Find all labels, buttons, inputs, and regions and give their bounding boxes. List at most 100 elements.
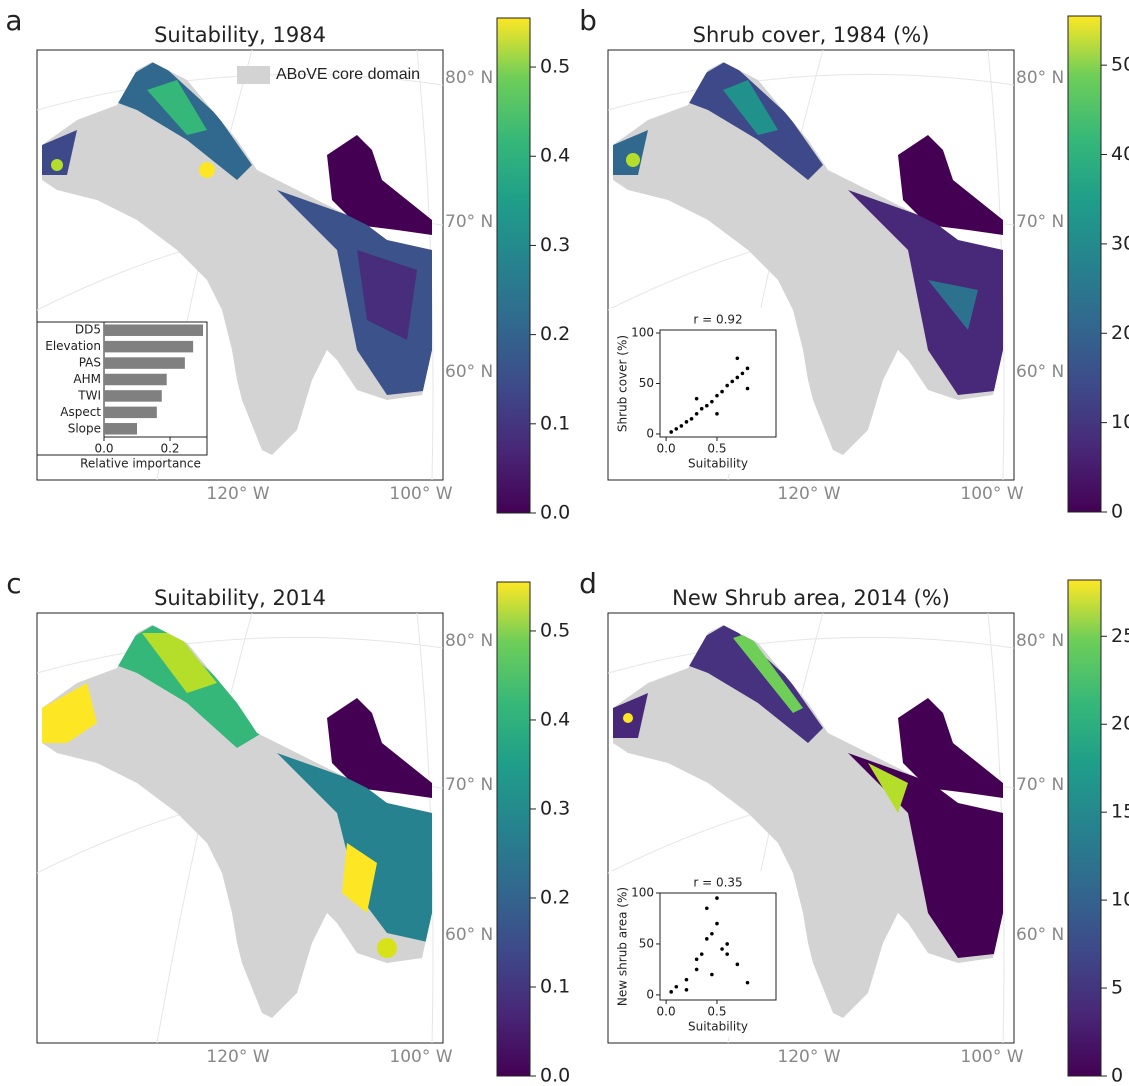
x-tick-label: 0.2 [160, 442, 179, 456]
panel-letter: b [579, 4, 597, 37]
bar [104, 340, 194, 353]
scatter-point [745, 366, 750, 371]
colorbar-tick-label: 0.0 [540, 1065, 570, 1086]
scatter-point [705, 403, 709, 408]
colorbar-tick-label: 0.1 [540, 975, 570, 997]
colorbar-tick-label: 0.3 [540, 234, 570, 256]
inset-title: r = 0.35 [693, 876, 742, 890]
longitude-label: 120° W [777, 1047, 840, 1067]
scatter-point [669, 990, 673, 994]
colorbar-tick-label: 0.1 [540, 412, 570, 434]
latitude-label: 80° N [1016, 631, 1064, 651]
x-tick-label: 0.5 [707, 442, 726, 456]
scatter-point [684, 977, 689, 982]
latitude-label: 60° N [445, 925, 493, 945]
panel-letter: d [579, 567, 597, 600]
scatter-point [745, 386, 750, 391]
scatter-point [730, 379, 735, 384]
colorbar-tick-label: 0.5 [540, 56, 570, 78]
x-axis-label: Relative importance [80, 457, 201, 471]
inset-axes [659, 892, 777, 1001]
latitude-label: 80° N [445, 68, 493, 88]
scatter-point [745, 980, 750, 985]
scatter-point [710, 972, 714, 977]
panel-title: Suitability, 2014 [154, 586, 326, 610]
scatter-point [684, 988, 689, 992]
longitude-label: 100° W [389, 484, 452, 504]
latitude-label: 60° N [1016, 925, 1064, 945]
colorbar-tick-label: 0 [1111, 501, 1123, 523]
scatter-point [735, 962, 740, 967]
x-tick-label: 0.0 [94, 442, 113, 456]
colorbar-tick-label: 0 [1111, 1065, 1123, 1086]
bar [104, 423, 138, 435]
scatter-point [699, 952, 704, 956]
colorbar-tick-label: 0.5 [540, 619, 570, 641]
scatter-point [735, 375, 740, 380]
scatter-point [715, 921, 719, 926]
legend-swatch [237, 66, 270, 84]
colorbar-tick-label: 10 [1111, 889, 1129, 911]
scatter-point [674, 984, 679, 989]
inset-background [609, 871, 787, 1037]
scatter-point [720, 389, 724, 394]
colorbar-tick-label: 30 [1111, 232, 1129, 254]
colorbar [1067, 579, 1102, 1077]
bar-label: AHM [73, 372, 101, 386]
colorbar-tick-label: 20 [1111, 713, 1129, 735]
scatter-point [684, 420, 689, 424]
colorbar-tick-label: 50 [1111, 54, 1129, 76]
scatter-point [669, 430, 673, 434]
bar [104, 324, 204, 336]
longitude-label: 120° W [206, 1047, 269, 1067]
bar [104, 373, 167, 386]
scatter-point [725, 942, 729, 946]
y-tick-label: 100 [631, 886, 654, 900]
longitude-label: 120° W [206, 484, 269, 504]
scatter-point [725, 383, 729, 388]
scatter-point [705, 906, 709, 911]
bar-label: TWI [77, 388, 101, 402]
x-tick-label: 0.5 [707, 1005, 726, 1019]
scatter-point [710, 399, 714, 404]
inset-title: r = 0.92 [693, 313, 742, 327]
colorbar-tick-label: 15 [1111, 801, 1129, 823]
scatter-point [705, 937, 709, 941]
scatter-point [740, 371, 745, 376]
x-axis-label: Suitability [688, 1020, 748, 1034]
y-axis-label: Shrub cover (%) [616, 335, 630, 432]
y-tick-label: 0 [646, 987, 654, 1001]
scatter-point [720, 947, 724, 951]
panel-letter: a [5, 4, 22, 37]
scatter-point [694, 967, 699, 972]
scatter-point [715, 896, 719, 900]
scatter-point [694, 396, 699, 401]
colorbar-tick-label: 40 [1111, 143, 1129, 165]
bar-label: Aspect [60, 405, 101, 419]
bar [104, 406, 157, 419]
bar-label: DD5 [75, 323, 101, 337]
y-tick-label: 0 [646, 426, 654, 440]
y-tick-label: 100 [631, 326, 654, 340]
panel-title: Suitability, 1984 [154, 23, 326, 47]
scatter-point [674, 427, 679, 431]
scatter-point [689, 417, 694, 421]
scatter-point [715, 411, 719, 416]
x-axis-label: Suitability [688, 457, 748, 471]
y-axis-label: New shrub area (%) [616, 887, 630, 1006]
colorbar-tick-label: 0.3 [540, 797, 570, 819]
scatter-point [694, 957, 699, 962]
longitude-label: 120° W [777, 484, 840, 504]
colorbar-tick-label: 0.2 [540, 886, 570, 908]
bar [104, 390, 162, 402]
colorbar-tick-label: 20 [1111, 322, 1129, 344]
colorbar [496, 581, 531, 1077]
scatter-point [679, 424, 684, 428]
latitude-label: 70° N [1016, 775, 1064, 795]
y-tick-label: 50 [639, 376, 654, 390]
colorbar-tick-label: 25 [1111, 625, 1129, 647]
colorbar [496, 17, 531, 514]
scatter-point [694, 411, 699, 416]
latitude-label: 80° N [445, 631, 493, 651]
latitude-label: 60° N [1016, 362, 1064, 382]
